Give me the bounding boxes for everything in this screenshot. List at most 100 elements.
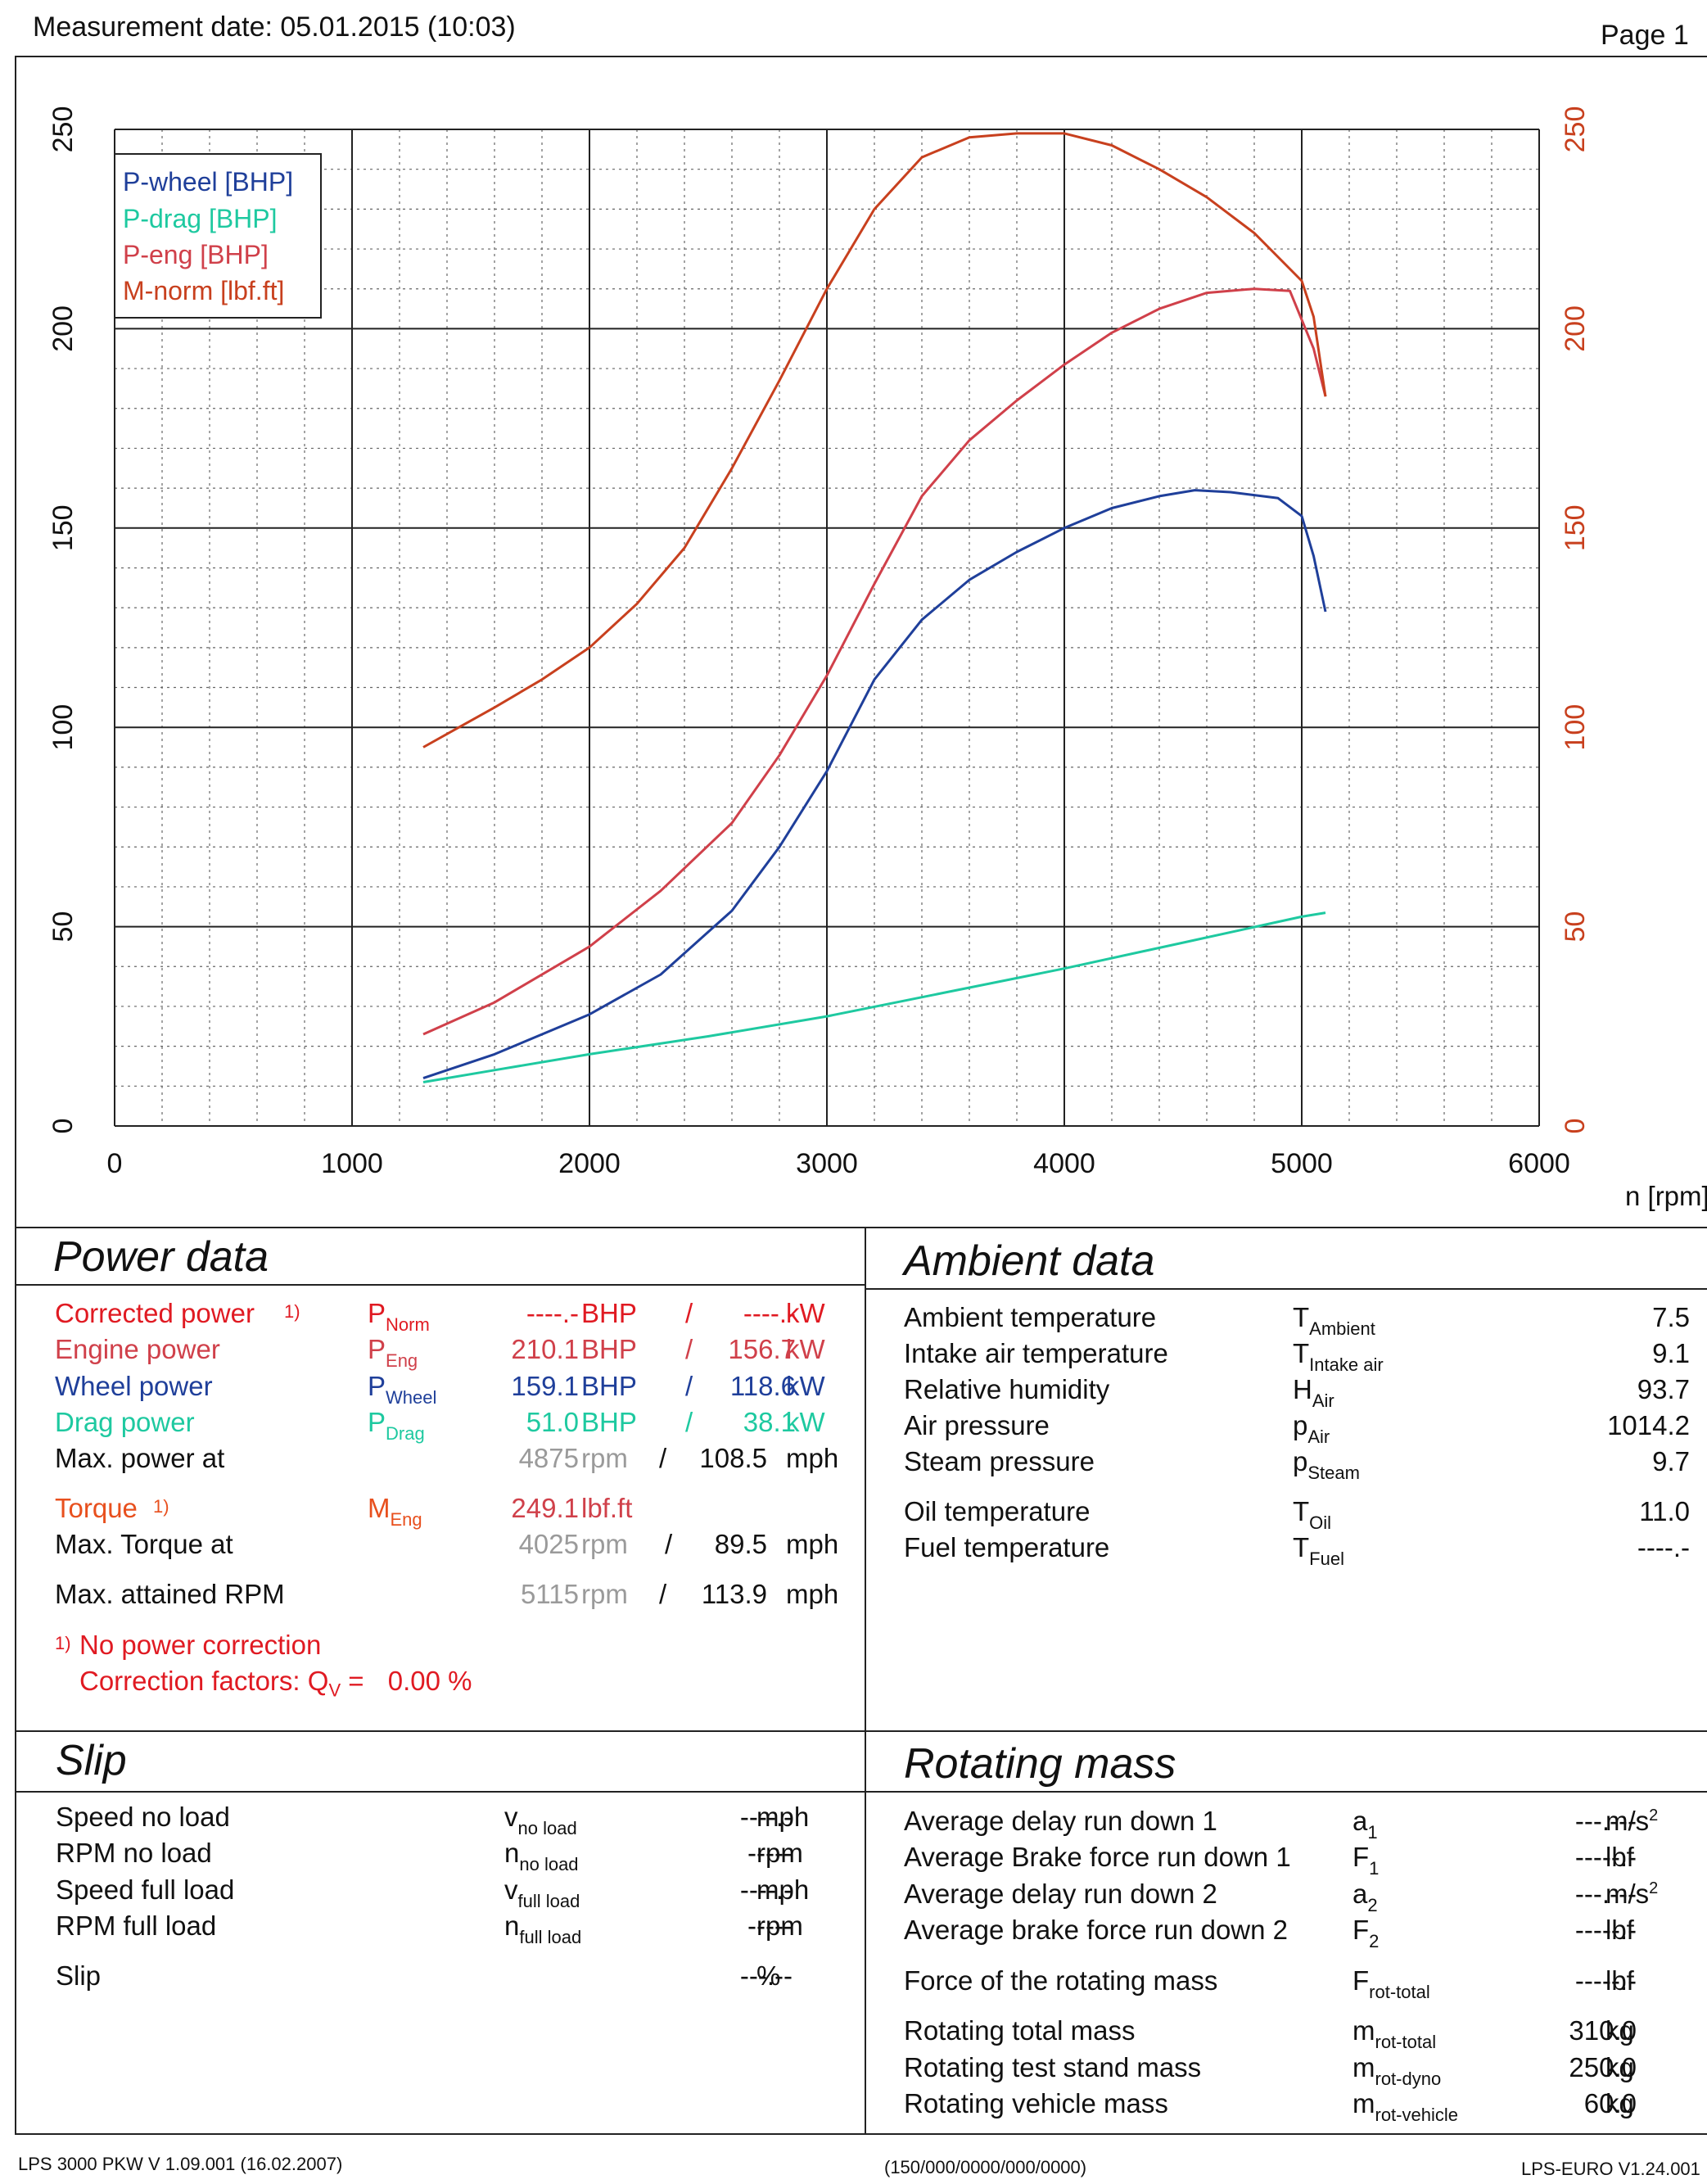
rotating-mass-label: Rotating total mass <box>904 2015 1136 2046</box>
series-line-1 <box>422 911 1326 1083</box>
left-y-tick-label: 50 <box>47 911 79 943</box>
left-y-tick-label: 100 <box>47 704 79 751</box>
drag-power-label: Drag power <box>55 1407 195 1437</box>
table-top-line <box>15 1227 1707 1228</box>
rotating-mass-value: 60.0 <box>1583 2088 1637 2118</box>
right-y-tick-label: 250 <box>1560 106 1591 153</box>
max-rpm-mph: 113.9 <box>701 1579 767 1609</box>
header-divider <box>15 56 1707 57</box>
max-power-mph-unit: mph <box>786 1443 839 1473</box>
rotating-mass-row: Force of the rotating mass Frot-total ----… <box>904 1965 1698 2002</box>
wheel-power-subscript: Wheel <box>386 1387 437 1408</box>
torque-symbol: M <box>368 1493 391 1523</box>
slip-symbol: v <box>504 1874 518 1905</box>
legend: P-wheel [BHP] P-drag [BHP] P-eng [BHP] M… <box>114 153 322 319</box>
slip-unit: % <box>756 1960 781 1991</box>
x-tick-label: 4000 <box>1033 1148 1095 1179</box>
rotating-title-underline <box>866 1791 1707 1793</box>
max-rpm-mph-unit: mph <box>786 1579 839 1609</box>
ambient-label: Ambient temperature <box>904 1302 1157 1332</box>
footnote-mark: 1) <box>55 1633 71 1653</box>
footer-left: LPS 3000 PKW V 1.09.001 (16.02.2007) <box>18 2154 343 2174</box>
right-y-tick-label: 100 <box>1560 704 1591 751</box>
corrected-power-note: 1) <box>284 1301 300 1322</box>
correction-factors-label: Correction factors: Q <box>79 1666 329 1696</box>
wheel-power-label: Wheel power <box>55 1371 213 1401</box>
engine-power-row: Engine power PEng 210.1 BHP / 156.7 kW <box>55 1334 857 1371</box>
right-y-tick-label: 200 <box>1560 305 1591 352</box>
max-rpm-row: Max. attained RPM 5115 rpm / 113.9 mph <box>55 1579 857 1615</box>
corrected-power-subscript: Norm <box>386 1314 430 1335</box>
slip-subscript: full load <box>519 1927 582 1947</box>
rotating-mass-unit: lbf <box>1605 1965 1634 1996</box>
drag-power-kw-unit: kW <box>786 1407 825 1437</box>
slip-value: ----.- <box>739 1802 793 1832</box>
wheel-power-bhp-unit: BHP <box>581 1371 637 1401</box>
drag-power-slash: / <box>685 1407 693 1437</box>
max-power-rpm: 4875 <box>518 1443 579 1473</box>
wheel-power-slash: / <box>685 1371 693 1401</box>
ambient-value: 9.7 <box>1652 1446 1690 1476</box>
slip-label: RPM no load <box>56 1838 212 1868</box>
ambient-subscript: Oil <box>1309 1513 1332 1533</box>
ambient-label: Steam pressure <box>904 1446 1095 1476</box>
rotating-mass-value: -----.- <box>1574 1965 1637 1996</box>
drag-power-bhp: 51.0 <box>526 1407 579 1437</box>
engine-power-subscript: Eng <box>386 1350 418 1371</box>
ambient-value: 7.5 <box>1652 1302 1690 1332</box>
footer-right: LPS-EURO V1.24.001 <box>1521 2159 1700 2179</box>
wheel-power-symbol: P <box>368 1371 386 1401</box>
slip-title: Slip <box>56 1737 127 1784</box>
max-torque-mph-unit: mph <box>786 1529 839 1559</box>
ambient-label: Oil temperature <box>904 1496 1091 1526</box>
rotating-mass-symbol: m <box>1353 2052 1375 2082</box>
engine-power-symbol: P <box>368 1334 386 1364</box>
slip-unit: mph <box>756 1874 810 1905</box>
ambient-subscript: Air <box>1312 1390 1334 1411</box>
engine-power-label: Engine power <box>55 1334 220 1364</box>
rotating-mass-row: Rotating vehicle mass mrot-vehicle 60.0 kg <box>904 2088 1698 2125</box>
rotating-mass-title: Rotating mass <box>904 1740 1176 1788</box>
engine-power-bhp: 210.1 <box>511 1334 579 1364</box>
x-tick-label: 3000 <box>796 1148 858 1179</box>
series-line-2 <box>422 287 1327 1036</box>
rotating-mass-value: ---.--- <box>1574 1806 1637 1836</box>
slip-row: Slip ---.--% <box>56 1960 858 1996</box>
rotating-mass-unit: lbf <box>1605 1915 1634 1945</box>
drag-power-symbol: P <box>368 1407 386 1437</box>
left-y-ticks: 0 50 100 150 200 250 <box>47 106 79 1134</box>
ambient-symbol: T <box>1293 1302 1310 1332</box>
right-y-tick-label: 50 <box>1560 911 1591 943</box>
ambient-title-underline <box>866 1288 1707 1290</box>
ambient-label: Intake air temperature <box>904 1338 1168 1368</box>
wheel-power-kw: 118.6 <box>729 1371 796 1401</box>
legend-mnorm: M-norm [lbf.ft] <box>123 276 284 305</box>
ambient-label: Fuel temperature <box>904 1532 1110 1562</box>
rotating-mass-value: 310.0 <box>1569 2015 1637 2046</box>
ambient-value: 11.0 <box>1639 1496 1690 1526</box>
engine-power-bhp-unit: BHP <box>581 1334 637 1364</box>
legend-eng: P-eng [BHP] <box>123 240 269 269</box>
rotating-mass-symbol: m <box>1353 2015 1375 2046</box>
rotating-mass-subscript: 2 <box>1369 1931 1380 1951</box>
drag-power-row: Drag power PDrag 51.0 BHP / 38.1 kW <box>55 1407 857 1444</box>
rotating-mass-unit: lbf <box>1605 1842 1634 1872</box>
ambient-label: Relative humidity <box>904 1374 1110 1404</box>
rotating-mass-value: ---.--- <box>1574 1879 1637 1909</box>
max-torque-mph: 89.5 <box>714 1529 767 1559</box>
slip-row: Speed full load vfull load ----.- mph <box>56 1874 858 1911</box>
drag-power-subscript: Drag <box>386 1423 425 1444</box>
major-grid <box>114 129 1540 1127</box>
mid-table-line <box>15 1730 1707 1732</box>
max-rpm-slash: / <box>659 1579 667 1609</box>
rotating-mass-unit-sup: 2 <box>1649 1879 1659 1897</box>
slip-row: RPM full load nfull load ----- rpm <box>56 1910 858 1947</box>
wheel-power-kw-unit: kW <box>786 1371 825 1401</box>
correction-factors-equals: = <box>348 1666 364 1696</box>
torque-row: Torque 1) MEng 249.1 lbf.ft <box>55 1493 857 1530</box>
rotating-mass-label: Average Brake force run down 1 <box>904 1842 1291 1872</box>
rotating-mass-unit: kg <box>1605 2015 1634 2046</box>
rotating-mass-symbol: a <box>1353 1879 1368 1909</box>
page-left-border <box>15 56 16 2133</box>
